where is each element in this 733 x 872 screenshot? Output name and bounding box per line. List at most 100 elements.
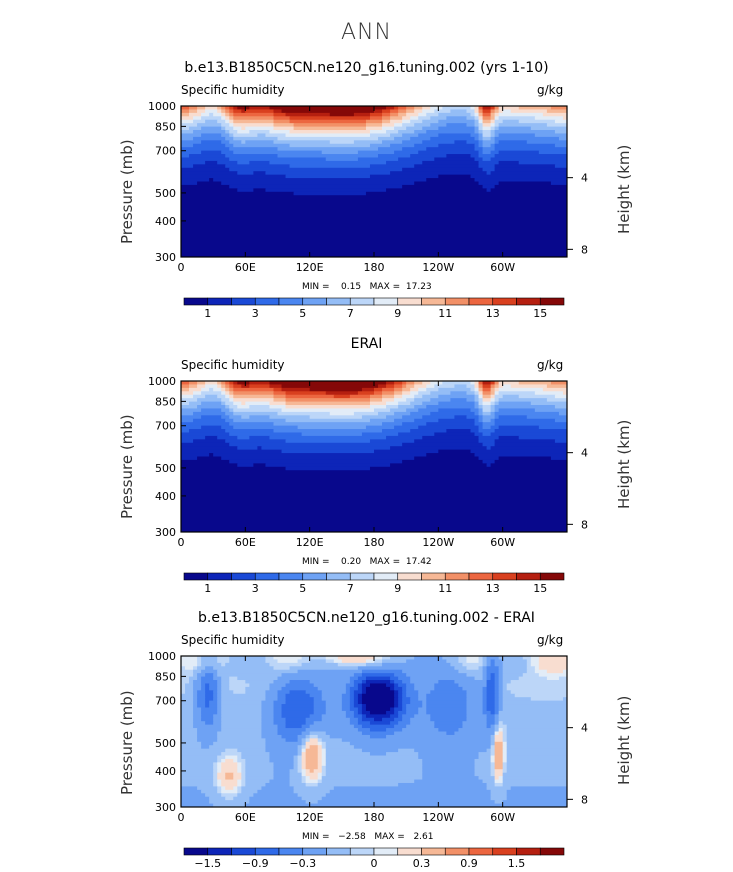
field-cell (321, 693, 343, 698)
field-cell (293, 789, 331, 794)
panel-2-max-label: MAX = (369, 557, 401, 567)
colorbar-swatch (254, 572, 280, 581)
field-cell (398, 748, 415, 753)
field-cell (466, 697, 484, 702)
field-cell (474, 411, 480, 416)
field-cell (189, 680, 194, 685)
y-tick-label: 1000 (148, 100, 176, 113)
field-cell (494, 724, 500, 729)
field-cell (454, 384, 468, 389)
field-cell (181, 181, 198, 186)
field-cell (470, 387, 476, 392)
field-cell (181, 680, 190, 685)
colorbar-swatch (468, 847, 494, 856)
field-cell (181, 140, 202, 145)
field-cell (181, 700, 194, 705)
field-cell (490, 119, 496, 124)
field-cell (494, 659, 504, 664)
field-cell (474, 381, 480, 386)
field-cell (181, 721, 194, 726)
field-cell (390, 721, 399, 726)
field-cell (470, 154, 480, 159)
field-cell (466, 704, 484, 709)
field-cell (490, 143, 496, 148)
field-cell (317, 738, 323, 743)
field-cell (502, 676, 520, 681)
field-cell (470, 106, 476, 111)
field-cell (321, 752, 327, 757)
field-cell (225, 772, 234, 777)
field-cell (498, 398, 548, 403)
y2-tick-label: 8 (581, 793, 588, 806)
field-cell (394, 384, 403, 389)
field-cell (281, 686, 319, 691)
field-cell (205, 697, 214, 702)
field-cell (181, 198, 567, 203)
colorbar-label: 1 (204, 307, 211, 320)
field-cell (217, 734, 263, 739)
field-cell (237, 130, 250, 135)
field-cell (301, 656, 327, 661)
field-cell (193, 724, 222, 729)
field-cell (201, 710, 218, 715)
panel-2-max-value: 17.42 (405, 557, 432, 567)
field-cell (478, 656, 484, 661)
field-cell (482, 143, 492, 148)
field-cell (357, 697, 363, 702)
field-cell (506, 686, 567, 691)
field-cell (422, 704, 427, 709)
field-cell (221, 765, 238, 770)
field-cell (486, 656, 500, 661)
field-cell (229, 116, 234, 121)
field-cell (394, 717, 403, 722)
field-cell (285, 466, 371, 471)
field-cell (181, 215, 567, 220)
field-cell (225, 112, 230, 117)
colorbar-label: 0 (371, 857, 378, 870)
field-cell (345, 686, 351, 691)
field-cell (277, 676, 351, 681)
x-tick-label: 60E (235, 536, 256, 549)
field-cell (181, 195, 567, 200)
field-cell (181, 704, 194, 709)
field-cell (490, 126, 496, 131)
field-cell (430, 411, 476, 416)
y2-tick-label: 8 (581, 243, 588, 256)
field-cell (418, 710, 427, 715)
field-cell (478, 456, 500, 461)
field-cell (482, 136, 492, 141)
field-cell (273, 109, 283, 114)
field-cell (357, 676, 367, 681)
field-cell (193, 666, 198, 671)
field-cell (193, 411, 226, 416)
field-cell (490, 391, 496, 396)
field-cell (249, 405, 271, 410)
field-cell (494, 772, 504, 777)
field-cell (353, 112, 371, 117)
field-cell (454, 731, 496, 736)
field-cell (398, 782, 488, 788)
colorbar-swatch (397, 847, 422, 856)
field-cell (382, 717, 395, 722)
field-cell (490, 136, 496, 141)
field-cell (181, 130, 194, 135)
field-cell (193, 143, 226, 148)
field-cell (225, 401, 234, 406)
field-cell (309, 387, 363, 392)
field-cell (365, 191, 567, 196)
field-cell (237, 789, 242, 794)
field-cell (181, 219, 567, 224)
field-cell (213, 776, 218, 781)
field-cell (482, 384, 492, 389)
field-cell (181, 738, 198, 743)
field-cell (281, 449, 375, 454)
field-cell (402, 422, 427, 427)
field-cell (357, 728, 371, 733)
field-cell (502, 734, 508, 739)
field-cell (494, 394, 504, 399)
field-cell (490, 769, 496, 774)
field-cell (181, 656, 198, 661)
field-cell (237, 793, 254, 798)
field-cell (402, 459, 484, 464)
field-cell (494, 411, 560, 416)
